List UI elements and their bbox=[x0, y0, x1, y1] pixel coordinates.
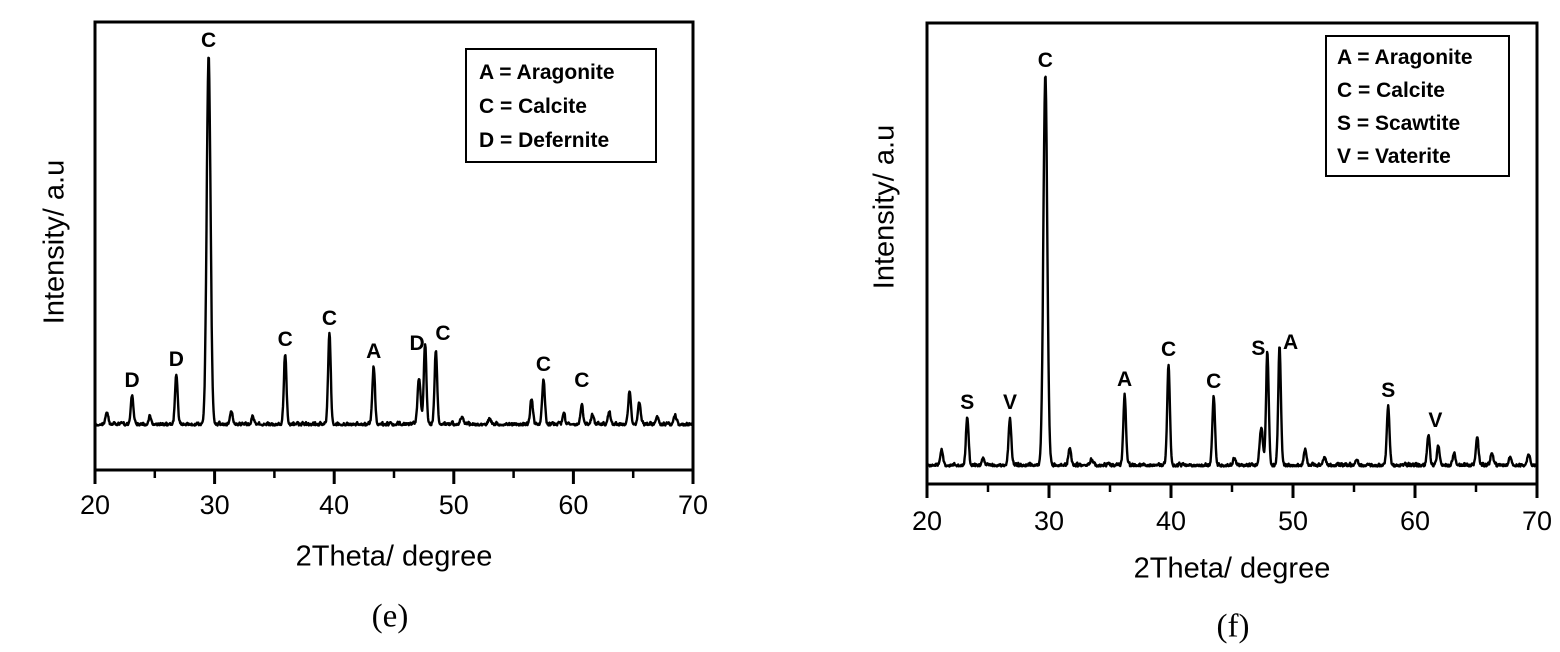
legend-entry: C = Calcite bbox=[1337, 79, 1445, 102]
peak-label-C: C bbox=[1206, 370, 1221, 393]
peak-label-S: S bbox=[1381, 379, 1395, 402]
peak-label-S: S bbox=[1251, 337, 1265, 360]
peak-label-D: D bbox=[410, 332, 425, 355]
x-tick-label: 60 bbox=[558, 490, 589, 520]
peak-label-V: V bbox=[1428, 409, 1442, 432]
figure-caption: (e) bbox=[371, 598, 409, 635]
legend-entry: D = Defernite bbox=[479, 129, 610, 152]
y-axis-label: Intensity/ a.u bbox=[38, 159, 71, 325]
peak-label-C: C bbox=[322, 307, 337, 330]
peak-label-C: C bbox=[278, 328, 293, 351]
y-axis-label: Intensity/ a.u bbox=[868, 124, 901, 290]
x-tick-label: 20 bbox=[911, 506, 943, 536]
x-tick-label: 40 bbox=[1155, 506, 1187, 536]
x-tick-label: 30 bbox=[199, 490, 230, 520]
peak-label-C: C bbox=[201, 29, 216, 52]
peak-label-C: C bbox=[1038, 49, 1053, 72]
legend-box: A = Aragonite C = Calcite S = Scawtite V = … bbox=[1325, 35, 1510, 177]
peak-label-S: S bbox=[960, 391, 974, 414]
x-tick-label: 30 bbox=[1033, 506, 1065, 536]
legend-entry: S = Scawtite bbox=[1337, 112, 1461, 135]
x-tick-label: 70 bbox=[677, 490, 709, 520]
legend-entry: V = Vaterite bbox=[1337, 145, 1451, 168]
peak-label-A: A bbox=[366, 340, 381, 363]
xrd-trace bbox=[925, 75, 1539, 468]
legend-entry: A = Aragonite bbox=[1337, 46, 1473, 69]
peak-label-D: D bbox=[125, 369, 140, 392]
x-tick-label: 40 bbox=[319, 490, 350, 520]
peak-label-C: C bbox=[536, 353, 551, 376]
x-tick-label: 60 bbox=[1399, 506, 1431, 536]
peak-label-V: V bbox=[1003, 391, 1017, 414]
peak-label-C: C bbox=[435, 322, 450, 345]
peak-label-C: C bbox=[574, 369, 589, 392]
figure-caption: (f) bbox=[1216, 608, 1250, 645]
peak-label-A: A bbox=[1283, 331, 1298, 354]
legend-entry: A = Aragonite bbox=[479, 61, 615, 84]
x-axis-label: 2Theta/ degree bbox=[295, 540, 493, 573]
x-tick-label: 50 bbox=[1277, 506, 1309, 536]
peak-label-C: C bbox=[1161, 338, 1176, 361]
legend-box: A = Aragonite C = Calcite D = Defernite bbox=[465, 48, 657, 163]
peak-label-A: A bbox=[1117, 368, 1132, 391]
x-axis-label: 2Theta/ degree bbox=[1133, 552, 1331, 585]
peak-label-D: D bbox=[169, 348, 184, 371]
x-tick-label: 50 bbox=[438, 490, 469, 520]
xrd-trace bbox=[93, 56, 695, 427]
legend-entry: C = Calcite bbox=[479, 95, 587, 118]
x-tick-label: 70 bbox=[1521, 506, 1553, 536]
x-tick-label: 20 bbox=[79, 490, 111, 520]
